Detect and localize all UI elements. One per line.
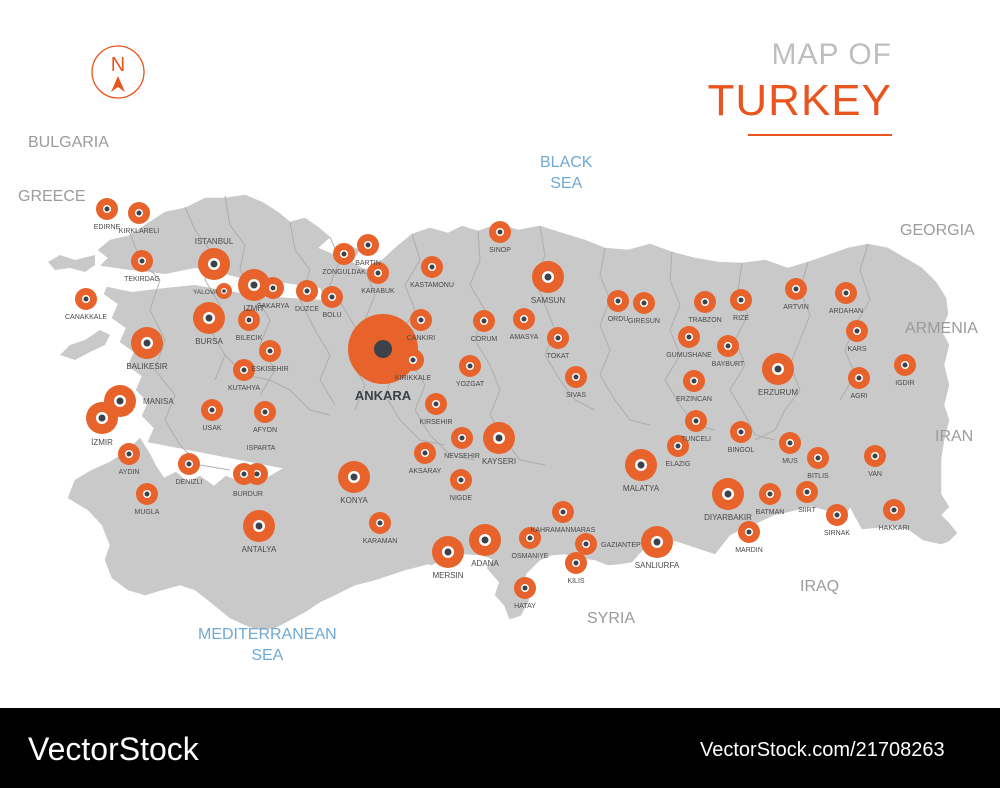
svg-text:ZONGULDAK: ZONGULDAK [322, 269, 366, 276]
svg-text:KIRSEHIR: KIRSEHIR [419, 419, 452, 426]
svg-text:MERSIN: MERSIN [432, 571, 463, 580]
svg-text:CANAKKALE: CANAKKALE [65, 314, 107, 321]
svg-text:SAKARYA: SAKARYA [257, 303, 290, 310]
svg-text:GUMUSHANE: GUMUSHANE [666, 352, 712, 359]
svg-text:ERZINCAN: ERZINCAN [676, 396, 712, 403]
svg-text:MUS: MUS [782, 458, 798, 465]
svg-text:ELAZIG: ELAZIG [666, 461, 691, 468]
svg-text:CORUM: CORUM [471, 336, 498, 343]
svg-text:BILECIK: BILECIK [236, 335, 263, 342]
svg-text:AFYON: AFYON [253, 427, 277, 434]
svg-text:KASTAMONU: KASTAMONU [410, 282, 454, 289]
svg-text:BATMAN: BATMAN [756, 509, 785, 516]
svg-text:KIRIKKALE: KIRIKKALE [395, 375, 432, 382]
svg-text:AYDIN: AYDIN [119, 469, 140, 476]
svg-text:KARAMAN: KARAMAN [363, 538, 398, 545]
svg-text:KAHRAMANMARAS: KAHRAMANMARAS [531, 527, 596, 534]
svg-text:ERZURUM: ERZURUM [758, 388, 798, 397]
svg-text:KONYA: KONYA [340, 496, 368, 505]
svg-text:ANKARA: ANKARA [355, 388, 412, 403]
svg-text:BURSA: BURSA [195, 337, 223, 346]
svg-text:KUTAHYA: KUTAHYA [228, 385, 260, 392]
svg-text:ORDU: ORDU [608, 316, 629, 323]
svg-text:TEKIRDAG: TEKIRDAG [124, 276, 160, 283]
svg-text:SANLIURFA: SANLIURFA [635, 561, 680, 570]
svg-text:MARDIN: MARDIN [735, 547, 763, 554]
svg-text:HATAY: HATAY [514, 603, 536, 610]
svg-text:GAZIANTEP: GAZIANTEP [601, 542, 641, 549]
svg-text:BURDUR: BURDUR [233, 491, 263, 498]
svg-text:MANISA: MANISA [143, 397, 174, 406]
svg-text:SIVAS: SIVAS [566, 392, 586, 399]
svg-text:ARTVIN: ARTVIN [783, 304, 809, 311]
svg-text:VAN: VAN [868, 471, 882, 478]
svg-text:ADANA: ADANA [471, 559, 499, 568]
svg-text:TUNCELI: TUNCELI [681, 436, 711, 443]
svg-text:BINGOL: BINGOL [728, 447, 755, 454]
svg-text:YALOVA: YALOVA [193, 289, 219, 296]
svg-text:KIRKLARELI: KIRKLARELI [119, 228, 160, 235]
svg-text:KARS: KARS [847, 346, 866, 353]
svg-text:YOZGAT: YOZGAT [456, 381, 485, 388]
svg-text:MALATYA: MALATYA [623, 484, 660, 493]
svg-text:KAYSERI: KAYSERI [482, 457, 516, 466]
svg-text:GIRESUN: GIRESUN [628, 318, 660, 325]
svg-text:ESKISEHIR: ESKISEHIR [251, 366, 288, 373]
svg-text:N: N [111, 54, 125, 76]
svg-text:ANTALYA: ANTALYA [242, 545, 277, 554]
svg-text:AKSARAY: AKSARAY [409, 468, 442, 475]
svg-text:DENIZLI: DENIZLI [176, 479, 203, 486]
svg-text:USAK: USAK [202, 425, 221, 432]
svg-text:BARTIN: BARTIN [355, 260, 381, 267]
svg-text:BOLU: BOLU [322, 312, 341, 319]
svg-text:IGDIR: IGDIR [895, 380, 914, 387]
svg-text:ISPARTA: ISPARTA [247, 445, 276, 452]
svg-text:ISTANBUL: ISTANBUL [195, 237, 234, 246]
svg-text:DUZCE: DUZCE [295, 306, 319, 313]
svg-text:EDIRNE: EDIRNE [94, 224, 121, 231]
svg-text:KILIS: KILIS [567, 578, 584, 585]
svg-text:BITLIS: BITLIS [807, 473, 829, 480]
svg-text:NIGDE: NIGDE [450, 495, 473, 502]
svg-text:MUGLA: MUGLA [135, 509, 160, 516]
svg-text:AMASYA: AMASYA [510, 334, 539, 341]
svg-text:KARABUK: KARABUK [361, 288, 395, 295]
svg-text:TRABZON: TRABZON [688, 317, 721, 324]
svg-text:SAMSUN: SAMSUN [531, 296, 565, 305]
svg-text:BAYBURT: BAYBURT [712, 361, 745, 368]
svg-text:BALIKESIR: BALIKESIR [126, 362, 168, 371]
svg-text:DIYARBAKIR: DIYARBAKIR [704, 513, 752, 522]
svg-text:SIIRT: SIIRT [798, 507, 816, 514]
svg-text:TOKAT: TOKAT [547, 353, 570, 360]
svg-text:SIRNAK: SIRNAK [824, 530, 850, 537]
svg-text:RIZE: RIZE [733, 315, 749, 322]
svg-text:NEVSEHIR: NEVSEHIR [444, 453, 480, 460]
svg-text:CANKIRI: CANKIRI [407, 335, 435, 342]
svg-text:SINOP: SINOP [489, 247, 511, 254]
svg-text:AGRI: AGRI [850, 393, 867, 400]
svg-text:İZMIR: İZMIR [91, 438, 113, 447]
svg-text:OSMANIYE: OSMANIYE [512, 553, 549, 560]
svg-text:ARDAHAN: ARDAHAN [829, 308, 863, 315]
svg-text:HAKKARI: HAKKARI [879, 525, 910, 532]
